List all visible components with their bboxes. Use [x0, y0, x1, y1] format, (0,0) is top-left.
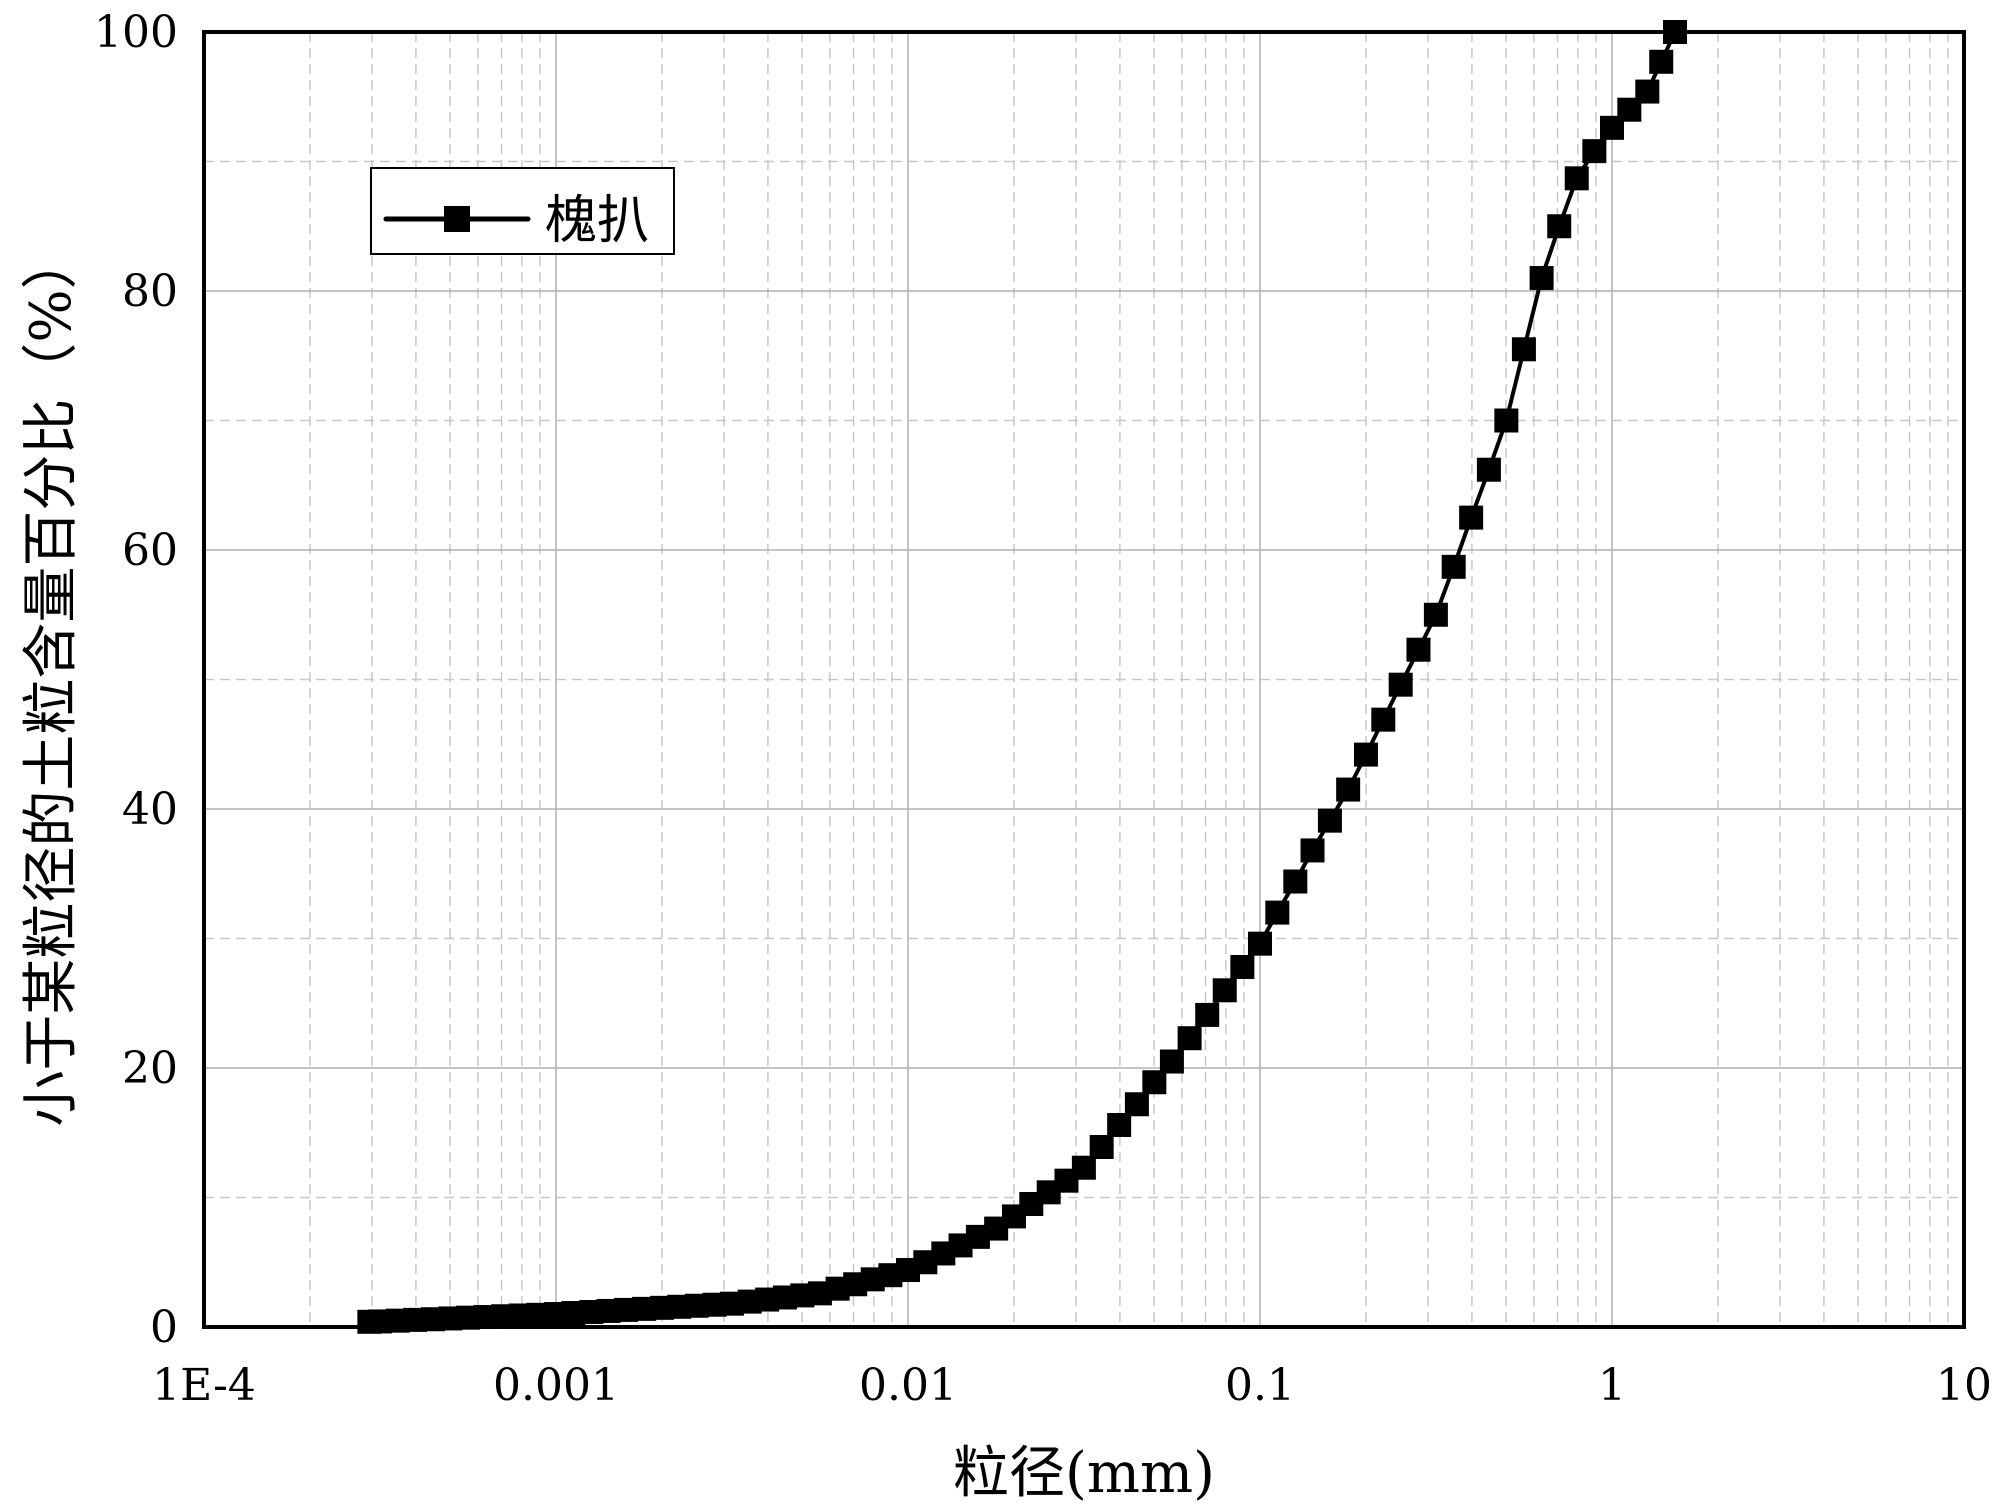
data-point-marker [1336, 777, 1361, 802]
plot-frame [202, 30, 1966, 1329]
data-point-marker [1459, 505, 1484, 530]
data-point-marker [1317, 808, 1342, 833]
data-point-marker [1635, 79, 1660, 104]
data-point-marker [1494, 408, 1519, 433]
legend-label: 槐扒 [545, 191, 649, 251]
legend: 槐扒 [370, 167, 675, 255]
y-axis-title: 小于某粒径的土粒含量百分比（%） [19, 233, 84, 1126]
data-point-marker [1177, 1026, 1202, 1051]
data-point-marker [1248, 931, 1272, 956]
y-tick-label: 0 [150, 1302, 178, 1353]
data-point-marker [1283, 869, 1308, 894]
y-tick-label: 100 [94, 7, 178, 58]
data-point-marker [1212, 978, 1237, 1003]
x-tick-label: 0.01 [859, 1360, 957, 1411]
x-tick-label: 1E-4 [152, 1360, 256, 1411]
x-tick-labels: 1E-4 0.001 0.01 0.1 1 10 [152, 1360, 1992, 1411]
data-point-marker [1582, 139, 1607, 164]
y-tick-label: 20 [122, 1043, 178, 1094]
legend-box [370, 167, 675, 255]
data-point-marker [1353, 742, 1378, 767]
data-point-marker [1195, 1002, 1220, 1027]
data-point-marker [1089, 1134, 1114, 1159]
data-point-marker [1071, 1155, 1096, 1180]
data-point-marker [1476, 457, 1501, 482]
data-point-marker [1107, 1112, 1132, 1137]
x-tick-label: 0.001 [493, 1360, 619, 1411]
data-point-marker [1230, 954, 1255, 979]
data-point-marker [1649, 49, 1674, 74]
data-point-marker [1124, 1092, 1149, 1117]
data-point-marker [1159, 1049, 1184, 1074]
x-tick-label: 0.1 [1225, 1360, 1295, 1411]
data-point-marker [1371, 707, 1396, 732]
x-axis-title: 粒径(mm) [953, 1441, 1215, 1506]
data-point-marker [1441, 554, 1466, 579]
data-point-marker [1511, 337, 1536, 362]
y-tick-label: 80 [122, 266, 178, 317]
data-point-marker [1406, 637, 1431, 662]
y-tick-labels: 0 20 40 60 80 100 [94, 7, 178, 1353]
x-tick-label: 10 [1936, 1360, 1992, 1411]
data-point-marker [1388, 672, 1413, 697]
y-tick-label: 40 [122, 784, 178, 835]
data-point-marker [1142, 1070, 1167, 1095]
series-group [357, 20, 1687, 1334]
y-tick-label: 60 [122, 525, 178, 576]
data-point-marker [1547, 214, 1572, 239]
data-point-marker [1423, 602, 1448, 627]
data-point-marker [1265, 900, 1290, 925]
x-tick-label: 1 [1598, 1360, 1626, 1411]
data-point-marker [1300, 838, 1325, 863]
data-point-marker [1564, 166, 1589, 191]
legend-marker-square [444, 206, 470, 232]
data-point-marker [1529, 266, 1554, 291]
